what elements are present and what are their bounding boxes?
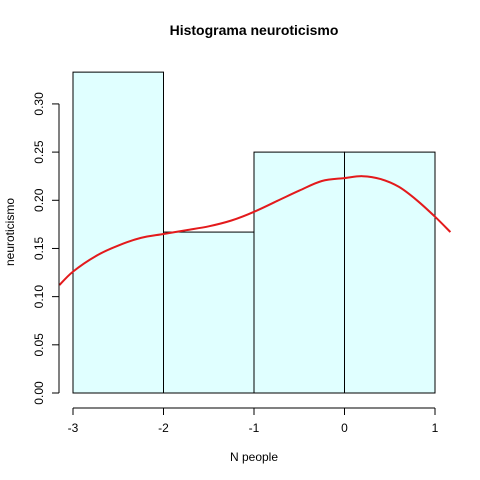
- x-tick-label: 1: [432, 421, 439, 435]
- y-axis-label: neuroticismo: [3, 198, 17, 266]
- x-tick-label: -3: [68, 421, 79, 435]
- x-tick-label: 0: [341, 421, 348, 435]
- y-tick-label: 0.10: [32, 285, 46, 309]
- histogram-bar-1: [73, 72, 164, 393]
- y-tick-label: 0.05: [32, 333, 46, 357]
- y-tick-label: 0.30: [32, 92, 46, 116]
- y-axis: 0.00 0.05 0.10 0.15 0.20 0.25 0.30: [32, 92, 59, 405]
- y-tick-label: 0.00: [32, 381, 46, 405]
- histogram-bar-2: [164, 232, 255, 393]
- histogram-bar-3: [254, 152, 345, 393]
- x-tick-label: -2: [158, 421, 169, 435]
- bars-group: [73, 72, 435, 393]
- x-tick-label: -1: [249, 421, 260, 435]
- y-tick-label: 0.25: [32, 140, 46, 164]
- y-tick-label: 0.20: [32, 188, 46, 212]
- histogram-bar-4: [345, 152, 436, 393]
- x-axis-label: N people: [230, 450, 278, 464]
- chart-title: Histograma neuroticismo: [170, 22, 339, 38]
- y-tick-label: 0.15: [32, 236, 46, 260]
- x-axis: -3 -2 -1 0 1: [68, 408, 439, 435]
